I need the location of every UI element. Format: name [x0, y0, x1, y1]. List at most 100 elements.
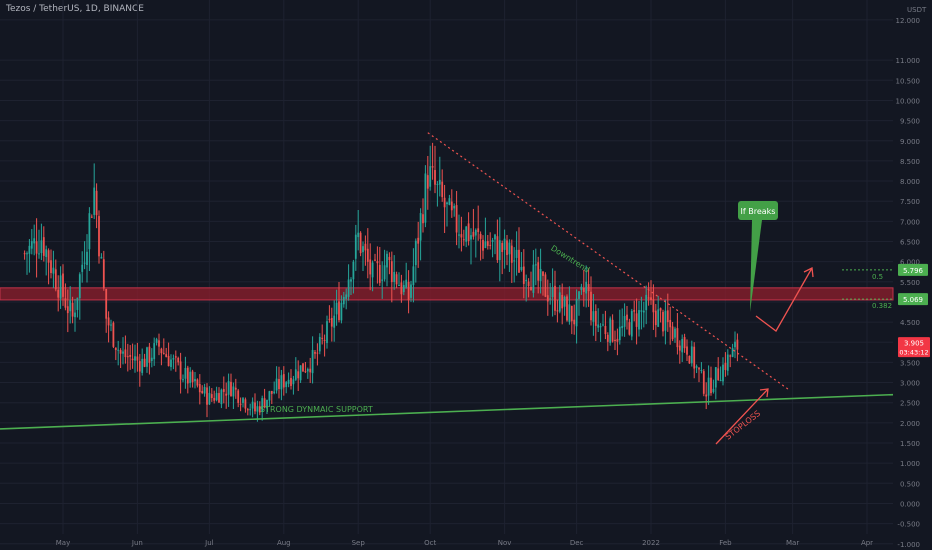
candle: [460, 216, 463, 252]
candle-body: [249, 409, 252, 411]
candle: [398, 272, 400, 286]
candle-body: [604, 325, 607, 335]
candle-body: [290, 377, 292, 386]
candle-body: [431, 166, 434, 168]
candle-body: [194, 379, 196, 382]
candle: [81, 251, 84, 283]
candle-body: [702, 371, 705, 394]
candle-body: [710, 377, 712, 394]
candle-body: [556, 310, 559, 312]
candle: [258, 401, 261, 416]
candle: [611, 314, 614, 343]
candle: [299, 365, 302, 383]
candle: [707, 365, 710, 405]
candle-body: [340, 302, 343, 321]
candle: [494, 233, 496, 255]
y-tick-label: 7.500: [900, 198, 920, 206]
candle-body: [383, 265, 386, 280]
candle: [261, 395, 264, 421]
candle: [150, 348, 153, 368]
candle-body: [350, 279, 352, 282]
candle: [731, 343, 734, 358]
candle-body: [657, 309, 660, 327]
fib-price-badge: [898, 263, 928, 276]
candle: [146, 346, 148, 373]
candle-body: [458, 234, 460, 236]
candle: [105, 288, 108, 333]
candle: [666, 293, 669, 332]
candle: [489, 232, 492, 250]
candle-body: [554, 285, 556, 311]
stoploss-arrow: [715, 388, 769, 445]
candle: [249, 403, 252, 416]
candle: [354, 224, 357, 271]
candle: [242, 397, 244, 408]
candle: [472, 208, 475, 240]
if-breaks-callout: If Breaks: [738, 201, 778, 312]
candle-body: [734, 341, 736, 348]
candle-body: [362, 246, 364, 253]
y-tick-label: 10.500: [896, 77, 921, 85]
candle: [208, 386, 211, 406]
candle-body: [314, 352, 316, 354]
candle-body: [71, 302, 74, 317]
candle-body: [455, 205, 458, 233]
candle: [426, 155, 429, 210]
candle-body: [587, 283, 590, 292]
candle-body: [544, 274, 547, 297]
candle-body: [671, 326, 674, 340]
candle-body: [386, 253, 388, 268]
candle-body: [662, 311, 664, 332]
candle-body: [647, 297, 650, 299]
symbol-header: Tezos / TetherUS, 1D, BINANCE: [6, 4, 144, 14]
candle-body: [222, 389, 225, 392]
candle: [453, 203, 456, 217]
candle: [635, 298, 638, 345]
candle-body: [695, 366, 698, 368]
candle: [290, 369, 292, 390]
candle-body: [400, 282, 403, 295]
candle: [102, 250, 105, 291]
x-tick-label: 2022: [642, 539, 660, 547]
candle: [122, 337, 124, 365]
candle: [628, 318, 631, 336]
candle: [352, 259, 355, 294]
candle: [26, 251, 28, 275]
candle-body: [347, 279, 350, 297]
candle: [647, 282, 650, 306]
candle: [83, 241, 86, 270]
candle-body: [561, 294, 564, 309]
candle-body: [434, 170, 436, 185]
candle: [131, 343, 134, 369]
candle-body: [292, 379, 295, 385]
candle-body: [575, 298, 578, 327]
if-breaks-label: If Breaks: [741, 207, 776, 216]
candle: [302, 363, 304, 372]
candle-body: [395, 274, 398, 285]
candle: [215, 386, 218, 402]
candle-body: [419, 213, 422, 241]
candle: [659, 307, 662, 323]
candle-body: [160, 348, 163, 354]
candle: [585, 265, 588, 308]
candle-body: [465, 226, 468, 242]
candle: [722, 357, 724, 386]
candle: [138, 353, 141, 387]
x-tick-label: Apr: [861, 539, 873, 547]
candle-body: [642, 310, 645, 313]
candle-body: [261, 398, 264, 412]
candle: [501, 240, 504, 275]
candle: [597, 308, 600, 333]
candle-body: [441, 181, 444, 198]
time-axis: May Jun Jul Aug Sep Oct Nov Dec 2022 Feb Mar Apr: [56, 539, 873, 547]
candle: [498, 217, 501, 282]
candle: [534, 248, 537, 286]
candle-body: [234, 387, 237, 390]
candle-body: [609, 318, 612, 343]
candle: [587, 268, 590, 307]
candle: [734, 331, 736, 359]
candle: [88, 207, 91, 272]
candle-body: [52, 267, 55, 274]
candle: [71, 296, 74, 324]
